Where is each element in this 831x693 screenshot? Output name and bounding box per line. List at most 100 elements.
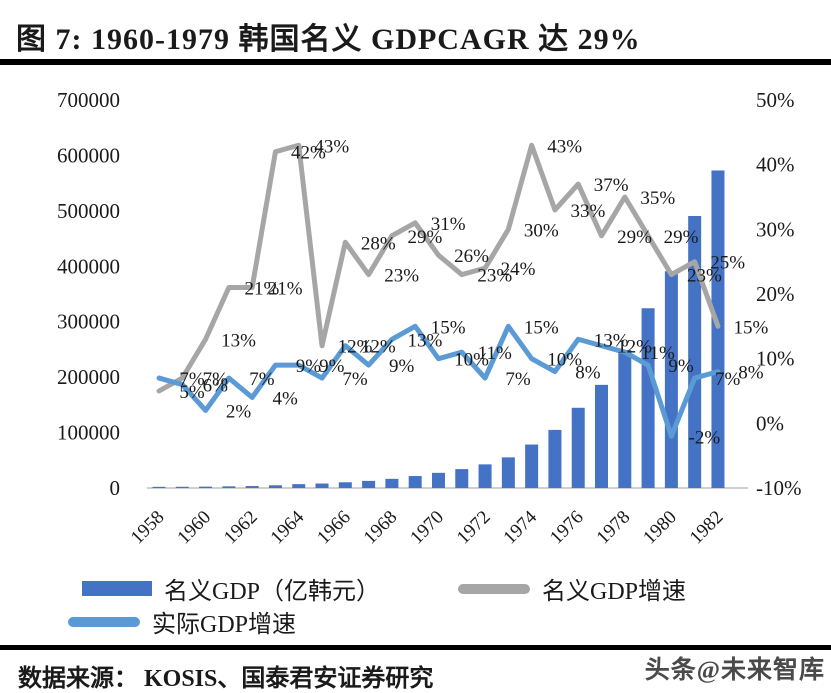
real-growth-data-label: 12% [361, 337, 396, 358]
x-axis-tick-label: 1972 [453, 507, 495, 549]
real-growth-data-label: 8% [575, 363, 601, 384]
x-axis-tick-label: 1978 [593, 507, 635, 549]
gdp-bar [431, 472, 445, 488]
gdp-bar [292, 484, 306, 488]
nominal-growth-data-label: 25% [710, 253, 745, 274]
nominal-growth-data-label: 29% [407, 227, 442, 248]
left-axis-tick-label: 500000 [57, 199, 120, 223]
real-growth-data-label: 7% [249, 369, 275, 390]
real-growth-data-label: -2% [689, 427, 721, 448]
legend-swatch-bar [82, 581, 152, 596]
left-axis-tick-label: 200000 [57, 365, 120, 389]
legend-item-nominal-growth: 名义GDP增速 [458, 571, 686, 606]
data-source-note: 数据来源： KOSIS、国泰君安证券研究 [18, 666, 434, 692]
real-growth-data-label: 9% [319, 356, 345, 377]
real-growth-data-label: 11% [478, 343, 512, 364]
gdp-bar [548, 429, 562, 488]
legend-label-nominal-growth: 名义GDP增速 [542, 579, 687, 605]
nominal-growth-data-label: 21% [268, 279, 303, 300]
nominal-growth-line [156, 142, 721, 394]
footer-divider [0, 645, 831, 650]
nominal-growth-data-label: 23% [687, 266, 722, 287]
x-axis-tick-label: 1976 [546, 507, 588, 549]
left-axis-tick-label: 0 [110, 476, 121, 500]
nominal-growth-data-label: 13% [221, 330, 256, 351]
gdp-bar [571, 407, 585, 488]
left-axis-tick-label: 400000 [57, 254, 120, 278]
real-growth-data-label: 7% [179, 369, 205, 390]
nominal-growth-data-label: 24% [501, 259, 536, 280]
gdp-bar [501, 457, 515, 488]
gdp-bar [385, 478, 399, 488]
nominal-growth-data-label: 21% [244, 279, 279, 300]
x-axis-tick-label: 1980 [639, 507, 681, 549]
left-axis-tick-label: 300000 [57, 310, 120, 334]
gdp-bar [222, 486, 236, 488]
nominal-growth-data-label: 37% [594, 175, 629, 196]
gdp-bar [408, 476, 422, 488]
nominal-growth-data-label: 12% [338, 337, 373, 358]
gdp-bar [245, 486, 259, 488]
gdp-bar [664, 271, 678, 488]
real-growth-data-label: 9% [668, 356, 694, 377]
nominal-growth-data-label: 15% [734, 317, 769, 338]
nominal-growth-data-label: 31% [431, 214, 466, 235]
nominal-growth-data-label: 29% [617, 227, 652, 248]
real-growth-data-label: 7% [505, 369, 531, 390]
real-growth-data-label: 8% [738, 363, 764, 384]
legend-label-real-growth: 实际GDP增速 [152, 612, 297, 638]
real-growth-data-label: 10% [454, 350, 489, 371]
real-growth-data-label: 11% [641, 343, 675, 364]
real-growth-data-label: 12% [617, 337, 652, 358]
real-growth-data-label: 15% [431, 317, 466, 338]
nominal-growth-data-label: 33% [571, 201, 606, 222]
right-axis-tick-label: 50% [756, 88, 795, 112]
real-growth-data-label: 7% [715, 369, 741, 390]
real-growth-line [156, 323, 721, 439]
right-axis-tick-label: -10% [756, 476, 802, 500]
legend-swatch-real-growth-line [68, 616, 140, 627]
gdp-bar [152, 486, 166, 488]
right-axis-tick-label: 30% [756, 217, 795, 241]
gdp-bar [315, 483, 329, 488]
x-axis-tick-label: 1964 [267, 506, 309, 548]
x-axis-tick-label: 1974 [499, 506, 541, 548]
real-growth-data-label: 10% [547, 350, 582, 371]
nominal-growth-data-label: 23% [477, 266, 512, 287]
gdp-bar [268, 485, 282, 488]
x-axis-tick-label: 1970 [406, 507, 448, 549]
right-axis-tick-label: 20% [756, 282, 795, 306]
real-growth-data-label: 15% [524, 317, 559, 338]
real-growth-data-label: 9% [389, 356, 415, 377]
gdp-bar [711, 170, 725, 488]
x-axis-tick-label: 1982 [686, 507, 728, 549]
chart-svg: 700000 600000 500000 400000 300000 200000 1000… [57, 88, 802, 549]
real-growth-data-label: 4% [272, 388, 298, 409]
title-divider [0, 59, 831, 65]
figure-title: 图 7: 1960-1979 韩国名义 GDPCAGR 达 29% [16, 23, 641, 56]
nominal-growth-data-label: 30% [524, 220, 559, 241]
left-axis-tick-label: 600000 [57, 143, 120, 167]
real-growth-data-label: 7% [342, 369, 368, 390]
gdp-bar [688, 216, 702, 488]
nominal-growth-data-label: 5% [179, 382, 205, 403]
nominal-growth-data-label: 43% [314, 136, 349, 157]
legend-item-nominal-gdp: 名义GDP（亿韩元） [82, 571, 380, 606]
x-axis-tick-label: 1962 [220, 507, 262, 549]
right-axis-tick-label: 10% [756, 347, 795, 371]
x-axis-tick-label: 1960 [173, 507, 215, 549]
x-axis-tick-label: 1958 [127, 507, 169, 549]
nominal-growth-data-label: 23% [384, 266, 419, 287]
gdp-bar [525, 444, 539, 488]
nominal-growth-data-label: 35% [640, 188, 675, 209]
right-axis-tick-label: 40% [756, 153, 795, 177]
real-growth-data-label: 2% [226, 401, 252, 422]
gdp-bar [175, 486, 189, 488]
right-axis-tick-label: 0% [756, 411, 784, 435]
gdp-bar [362, 480, 376, 488]
gdp-bar [641, 308, 655, 488]
real-growth-data-label: 9% [296, 356, 322, 377]
nominal-growth-data-label: 26% [454, 246, 489, 267]
real-growth-data-label: 13% [407, 330, 442, 351]
